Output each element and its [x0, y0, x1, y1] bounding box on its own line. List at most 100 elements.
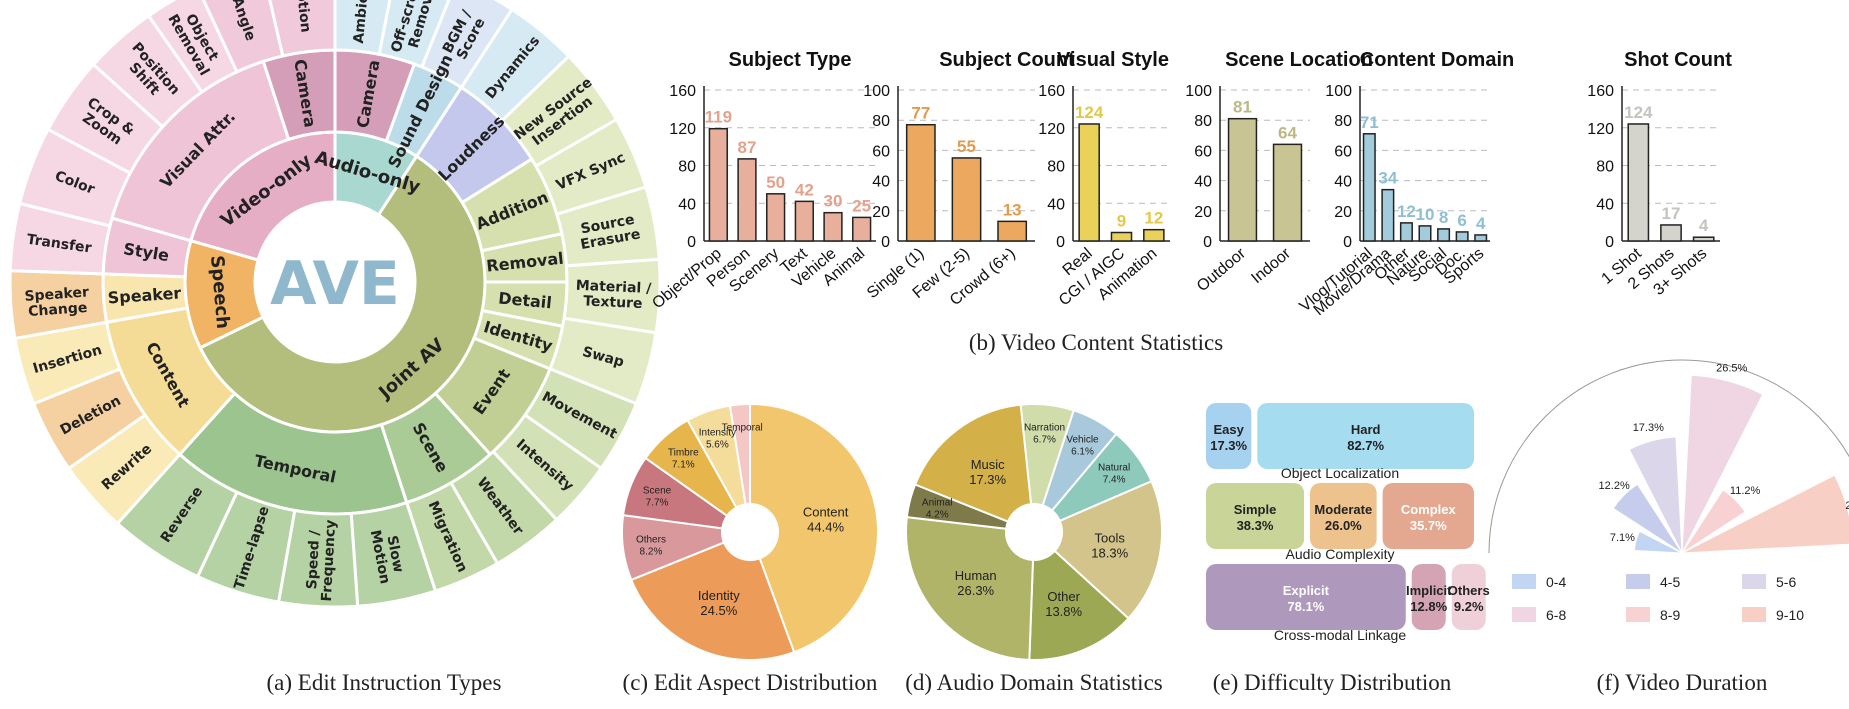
legend-label-6-8: 6-8	[1546, 607, 1566, 623]
y-tick-label: 160	[1038, 83, 1065, 100]
y-tick-label: 80	[872, 113, 890, 130]
y-tick-label: 40	[1194, 174, 1212, 191]
bar-animal	[852, 216, 872, 242]
wedge-0-4	[1633, 530, 1683, 554]
slice-label-music: Music	[971, 457, 1005, 472]
bar-vehicle	[823, 211, 843, 242]
y-tick-label: 80	[1194, 113, 1212, 130]
wedge-pct-5-6: 17.3%	[1633, 422, 1664, 434]
bar-vlog-tutorial	[1362, 133, 1376, 242]
outer-arc	[1488, 359, 1849, 554]
video-content-bar-charts: Subject Type04080120160119Object/Prop87P…	[649, 49, 1732, 319]
slice-pct-scene: 7.7%	[646, 498, 669, 509]
block-pct-moderate: 26.0%	[1325, 518, 1362, 533]
data-label-movie-drama: 34	[1378, 169, 1397, 188]
block-label-complex: Complex	[1401, 502, 1457, 517]
legend-swatch-9-10	[1742, 607, 1766, 622]
slice-label-narration: Narration	[1024, 423, 1065, 434]
data-label-animation: 12	[1144, 209, 1163, 228]
caption-f: (f) Video Duration	[1597, 670, 1768, 695]
slice-pct-timbre: 7.1%	[672, 460, 695, 471]
y-tick-label: 20	[1334, 204, 1352, 221]
slice-label-intensity: Intensity	[699, 428, 736, 439]
block-label-others: Others	[1448, 583, 1490, 598]
wedge-8-9	[1681, 489, 1746, 554]
legend-label-0-4: 0-4	[1546, 574, 1566, 590]
bar-single-1	[905, 123, 936, 242]
x-tick-label-outdoor: Outdoor	[1194, 245, 1250, 296]
data-label-crowd-6: 13	[1003, 200, 1022, 219]
block-implicit	[1411, 564, 1446, 630]
wedge-4-5	[1612, 483, 1683, 554]
slice-label-content: Content	[803, 505, 849, 520]
y-tick-label: 0	[1056, 234, 1065, 251]
group-name-object-localization: Object Localization	[1281, 465, 1399, 481]
slice-pct-narration: 6.7%	[1033, 435, 1056, 446]
bar-doc	[1455, 231, 1469, 242]
y-tick-label: 40	[1334, 174, 1352, 191]
data-label-vehicle: 30	[824, 192, 843, 211]
bar-2-shots	[1660, 224, 1682, 242]
wedge-pct-6-8: 26.5%	[1716, 363, 1747, 375]
bar-3-shots	[1692, 236, 1715, 242]
data-label-1-shot: 124	[1624, 103, 1653, 122]
sunburst-outer-segment-motion	[268, 0, 337, 58]
donut-hole	[1006, 504, 1062, 560]
y-tick-label: 80	[1596, 159, 1614, 176]
block-label-easy: Easy	[1213, 422, 1244, 437]
sunburst-label-material-texture: Material /Texture	[575, 278, 653, 313]
slice-label-animal: Animal	[922, 497, 953, 508]
slice-pct-content: 44.4%	[807, 520, 844, 535]
block-others	[1451, 564, 1486, 630]
wedge-pct-8-9: 11.2%	[1730, 485, 1761, 497]
slice-label-identity: Identity	[698, 588, 740, 603]
block-simple	[1206, 483, 1305, 549]
y-tick-label: 40	[872, 174, 890, 191]
bar-text	[794, 200, 814, 242]
block-pct-complex: 35.7%	[1410, 518, 1447, 533]
bar-social	[1437, 228, 1451, 242]
bar-movie-drama	[1381, 188, 1395, 242]
legend-label-4-5: 4-5	[1660, 574, 1680, 590]
bar-nature	[1418, 225, 1432, 242]
slice-label-tools: Tools	[1095, 531, 1126, 546]
y-tick-label: 100	[1185, 83, 1212, 100]
y-tick-label: 100	[1325, 83, 1352, 100]
y-tick-label: 40	[1596, 196, 1614, 213]
legend-swatch-6-8	[1512, 607, 1536, 622]
ave-logo: AVE	[270, 249, 400, 319]
bar-other	[1399, 222, 1413, 242]
bar-few-2-5	[951, 157, 982, 242]
legend-swatch-0-4	[1512, 574, 1536, 589]
sunburst-label-speed-frequency: Speed /Frequency	[304, 518, 340, 601]
bar-indoor	[1272, 143, 1303, 242]
wedge-pct-9-10: 25.5%	[1845, 500, 1849, 512]
block-label-simple: Simple	[1234, 502, 1277, 517]
block-label-implicit: Implicit	[1406, 583, 1452, 598]
legend-swatch-4-5	[1626, 574, 1650, 589]
legend-swatch-8-9	[1626, 607, 1650, 622]
legend-label-8-9: 8-9	[1660, 607, 1680, 623]
block-pct-implicit: 12.8%	[1410, 599, 1447, 614]
y-tick-label: 80	[1334, 113, 1352, 130]
block-label-moderate: Moderate	[1314, 502, 1372, 517]
chart-title-shot-count: Shot Count	[1624, 49, 1732, 71]
slice-label-vehicle: Vehicle	[1066, 435, 1099, 446]
data-label-scenery: 50	[766, 173, 785, 192]
data-label-cgi-aigc: 9	[1117, 212, 1126, 231]
chart-title-subject-count: Subject Count	[939, 49, 1075, 71]
y-tick-label: 160	[1587, 83, 1614, 100]
data-label-indoor: 64	[1278, 123, 1297, 142]
data-label-3-shots: 4	[1699, 216, 1709, 235]
wedge-6-8	[1681, 374, 1764, 554]
data-label-vlog-tutorial: 71	[1360, 113, 1379, 132]
block-pct-others: 9.2%	[1454, 599, 1484, 614]
data-label-social: 8	[1439, 208, 1448, 227]
donut-hole	[722, 504, 778, 560]
sunburst-label-speaker-change: SpeakerChange	[24, 284, 91, 320]
y-tick-label: 20	[872, 204, 890, 221]
